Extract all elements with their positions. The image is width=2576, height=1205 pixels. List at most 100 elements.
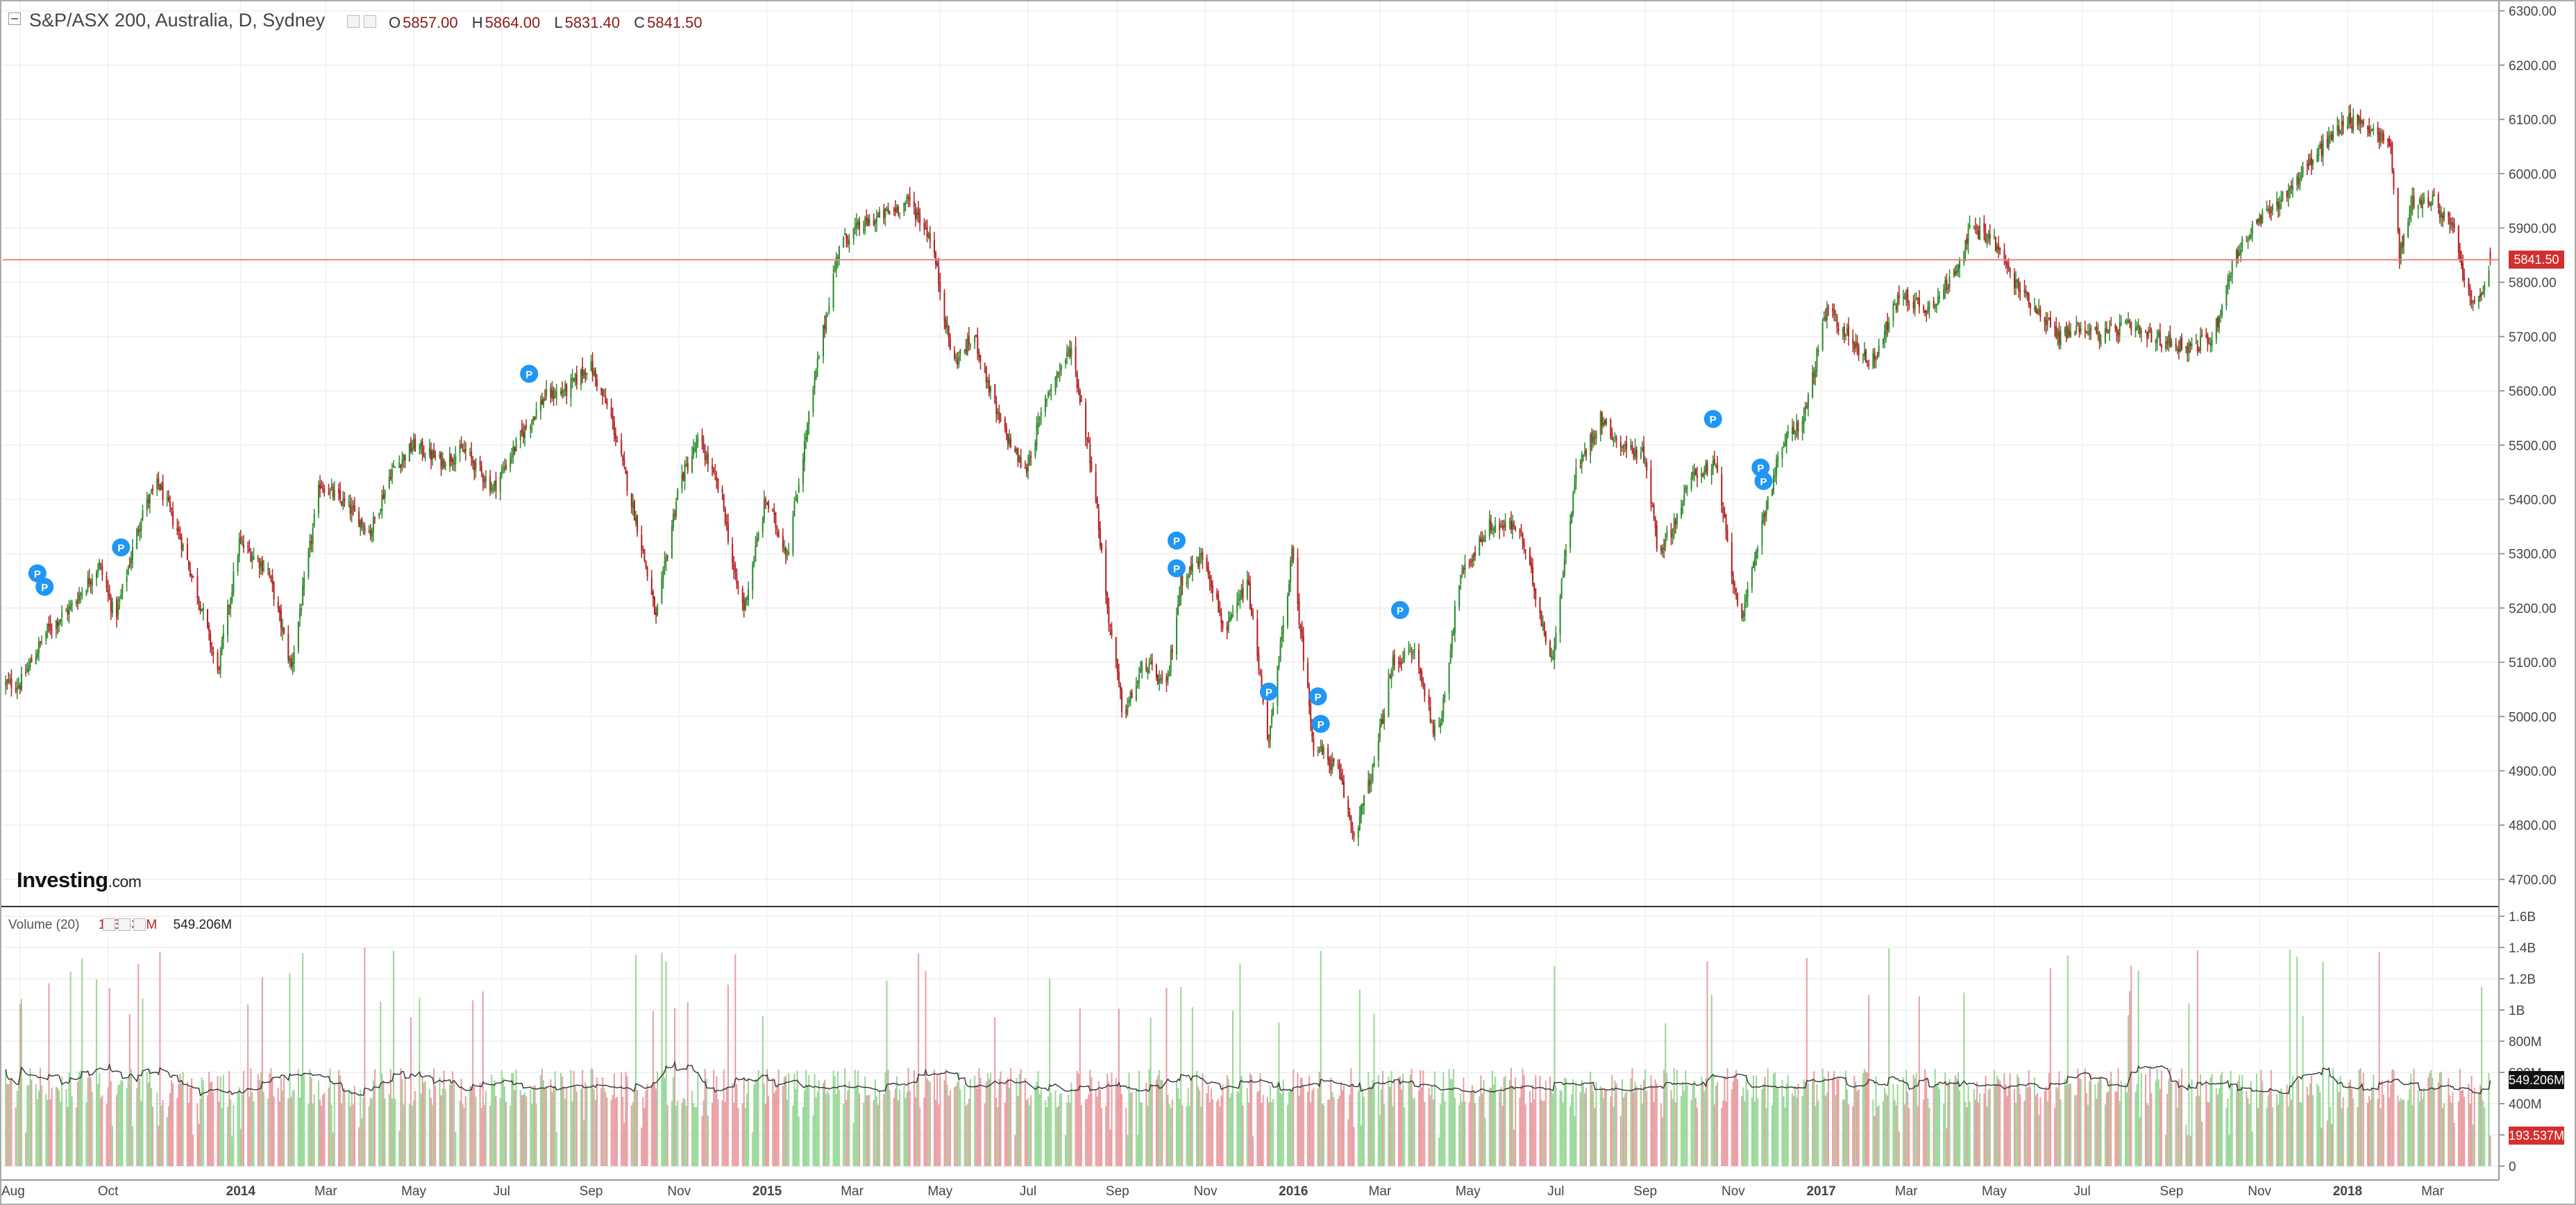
candle-down: [1161, 677, 1163, 678]
candle-up: [2370, 131, 2372, 134]
candle-down: [1631, 445, 1633, 452]
volume-bar-up: [1390, 1070, 1392, 1166]
volume-bar-up: [1595, 1082, 1597, 1166]
volume-bar-down: [389, 1069, 392, 1166]
candle-down: [471, 451, 473, 459]
candle-down: [1106, 594, 1109, 608]
volume-bar-down: [1735, 1070, 1737, 1166]
volume-bar-up: [221, 1108, 223, 1166]
volume-bar-up: [1581, 1080, 1583, 1166]
settings-icon[interactable]: [347, 15, 360, 28]
volume-bar-down: [158, 1125, 160, 1166]
volume-bar-up: [444, 1089, 446, 1166]
candle-up: [512, 446, 514, 457]
volume-bar-up: [2136, 1084, 2138, 1166]
p-marker-label: P: [34, 568, 41, 580]
volume-bar-up: [301, 1076, 303, 1166]
candle-up: [836, 257, 839, 260]
candle-up: [1662, 548, 1664, 554]
volume-bar-down: [1858, 1089, 1860, 1166]
candle-up: [1141, 662, 1143, 671]
candle-up: [1188, 567, 1190, 578]
candle-down: [2018, 280, 2020, 292]
volume-bar-down: [106, 1104, 108, 1166]
candle-up: [1979, 226, 1981, 240]
volume-bar-down: [1976, 1081, 1978, 1166]
volume-bar-down: [15, 1107, 17, 1166]
x-tick-label: May: [1982, 1184, 2007, 1199]
volume-bar-up: [2227, 1098, 2229, 1166]
candle-down: [2007, 265, 2010, 269]
volume-bar-down: [1121, 1094, 1123, 1166]
volume-bar-up: [1460, 1093, 1462, 1166]
volume-bar-up: [1065, 1135, 1067, 1166]
volume-bar-down: [1532, 1084, 1534, 1166]
volume-bar-down: [269, 1073, 271, 1166]
volume-bar-down: [2048, 1072, 2050, 1166]
candle-down: [2026, 292, 2028, 296]
candle-down: [1585, 450, 1588, 456]
candle-down: [2029, 303, 2031, 309]
volume-bar-up: [1049, 978, 1051, 1166]
volume-settings-icon[interactable]: [103, 918, 115, 931]
candle-down: [965, 348, 967, 353]
candle-up: [1754, 557, 1756, 566]
volume-bar-up: [2400, 1097, 2402, 1166]
candle-down: [1490, 521, 1492, 532]
volume-bar-up: [120, 1079, 122, 1166]
candle-up: [308, 550, 310, 577]
volume-bar-up: [1458, 1105, 1460, 1166]
volume-bar-down: [858, 1093, 861, 1166]
candle-down: [2479, 294, 2482, 297]
candle-up: [2318, 147, 2320, 156]
candle-up: [1288, 583, 1290, 596]
candle-up: [2215, 318, 2217, 339]
candle-down: [736, 573, 738, 585]
volume-close-icon[interactable]: [133, 918, 146, 931]
volume-bar-up: [756, 1081, 758, 1166]
candle-down: [914, 208, 917, 219]
candle-down: [49, 624, 51, 631]
volume-bar-up: [1673, 1068, 1675, 1166]
volume-bar-down: [116, 1095, 118, 1166]
candle-down: [734, 568, 736, 573]
volume-bar-up: [1229, 1097, 1231, 1166]
volume-bar-up: [453, 1080, 455, 1166]
volume-bar-down: [1311, 1090, 1313, 1166]
volume-bar-down: [1340, 1081, 1342, 1166]
close-value: 5841.50: [647, 14, 702, 31]
collapse-icon[interactable]: [8, 12, 21, 25]
candle-down: [2398, 228, 2400, 262]
volume-bar-down: [2398, 1101, 2400, 1166]
volume-bar-down: [2077, 1068, 2079, 1166]
candle-up: [1986, 243, 1988, 245]
volume-bar-up: [1044, 1099, 1046, 1166]
volume-bar-up: [1187, 1088, 1189, 1166]
candle-down: [1121, 689, 1123, 712]
candle-up: [1572, 494, 1574, 514]
volume-bar-up: [927, 1080, 929, 1166]
visibility-icon[interactable]: [364, 15, 376, 28]
volume-bar-down: [2470, 1075, 2473, 1166]
volume-bar-up: [1826, 1092, 1828, 1166]
volume-bar-up: [512, 1073, 514, 1166]
candle-up: [2066, 327, 2069, 339]
candle-down: [1864, 348, 1867, 362]
candle-down: [724, 509, 726, 524]
candle-up: [1914, 299, 1916, 310]
candle-up: [448, 453, 451, 466]
volume-bar-up: [262, 1092, 265, 1166]
candle-up: [816, 358, 818, 368]
candle-down: [1622, 446, 1625, 447]
volume-bar-up: [1488, 1088, 1490, 1166]
candle-up: [1757, 548, 1759, 552]
candle-down: [435, 456, 437, 457]
candle-up: [844, 233, 846, 235]
volume-bar-up: [2266, 1107, 2268, 1166]
volume-bar-up: [834, 1076, 836, 1166]
volume-visibility-icon[interactable]: [118, 918, 131, 931]
volume-bar-up: [2168, 1079, 2170, 1166]
candle-down: [2084, 328, 2086, 332]
volume-bar-up: [1817, 1100, 1819, 1166]
